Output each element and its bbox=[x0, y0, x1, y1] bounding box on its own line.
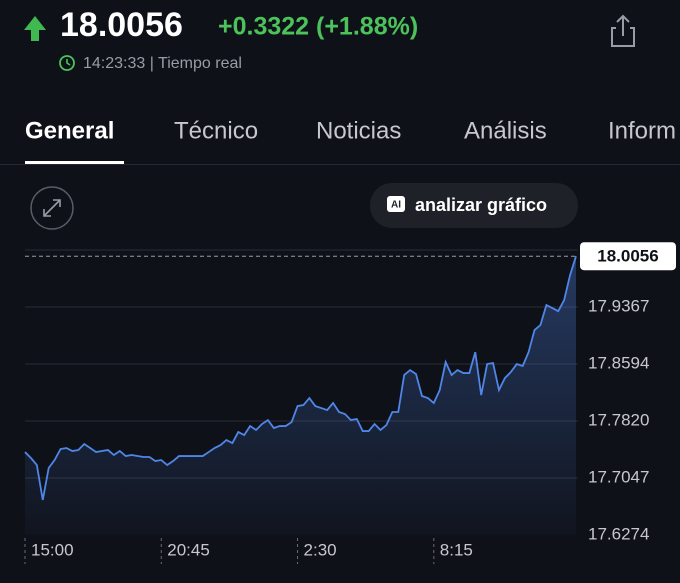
share-box bbox=[611, 27, 635, 47]
price-change: +0.3322 (+1.88%) bbox=[218, 13, 418, 41]
last-price-box bbox=[580, 242, 676, 271]
area bbox=[25, 256, 576, 535]
y-tick-label: 17.7047 bbox=[588, 467, 649, 486]
share-arrow bbox=[616, 14, 630, 36]
expand-circle bbox=[30, 186, 74, 230]
tab[interactable]: Técnico bbox=[174, 117, 258, 144]
expand-icon bbox=[43, 199, 61, 217]
x-tick-label: 2:30 bbox=[304, 540, 337, 559]
y-tick-label: 17.8594 bbox=[588, 353, 649, 372]
chart: 17.6274 17.7047 17.7820 17.8594 17.9367 15:00… bbox=[24, 242, 676, 564]
analyze-pill bbox=[370, 183, 578, 228]
tab-divider bbox=[0, 164, 680, 165]
x-tick-label: 8:15 bbox=[440, 540, 473, 559]
y-tick-label: 17.9367 bbox=[588, 296, 649, 315]
clock-icon bbox=[59, 55, 75, 71]
y-tick-label: 17.6274 bbox=[588, 524, 649, 543]
time: 14:23:33 | Tiempo real bbox=[83, 55, 242, 72]
tab[interactable]: Inform bbox=[608, 117, 676, 144]
tab[interactable]: Análisis bbox=[464, 117, 547, 144]
tab[interactable]: Noticias bbox=[316, 117, 401, 144]
share-button[interactable] bbox=[611, 14, 635, 47]
tab[interactable]: General bbox=[25, 117, 114, 144]
analyze-label: analizar gráfico bbox=[415, 195, 547, 215]
x-tick-label: 15:00 bbox=[31, 540, 74, 559]
clock-hands bbox=[66, 59, 71, 66]
tab-underline bbox=[25, 161, 124, 164]
up-arrow bbox=[24, 16, 46, 41]
expand-button[interactable] bbox=[30, 186, 74, 230]
last-price-label: 18.0056 bbox=[597, 247, 658, 266]
x-tick-label: 20:45 bbox=[167, 540, 210, 559]
price: 18.0056 bbox=[60, 6, 183, 44]
y-tick-label: 17.7820 bbox=[588, 411, 649, 430]
ai-badge: AI bbox=[391, 200, 401, 211]
ai-badge-bg bbox=[387, 196, 405, 212]
analyze-button[interactable]: AI analizar gráfico bbox=[370, 183, 578, 228]
line bbox=[24, 255, 577, 501]
